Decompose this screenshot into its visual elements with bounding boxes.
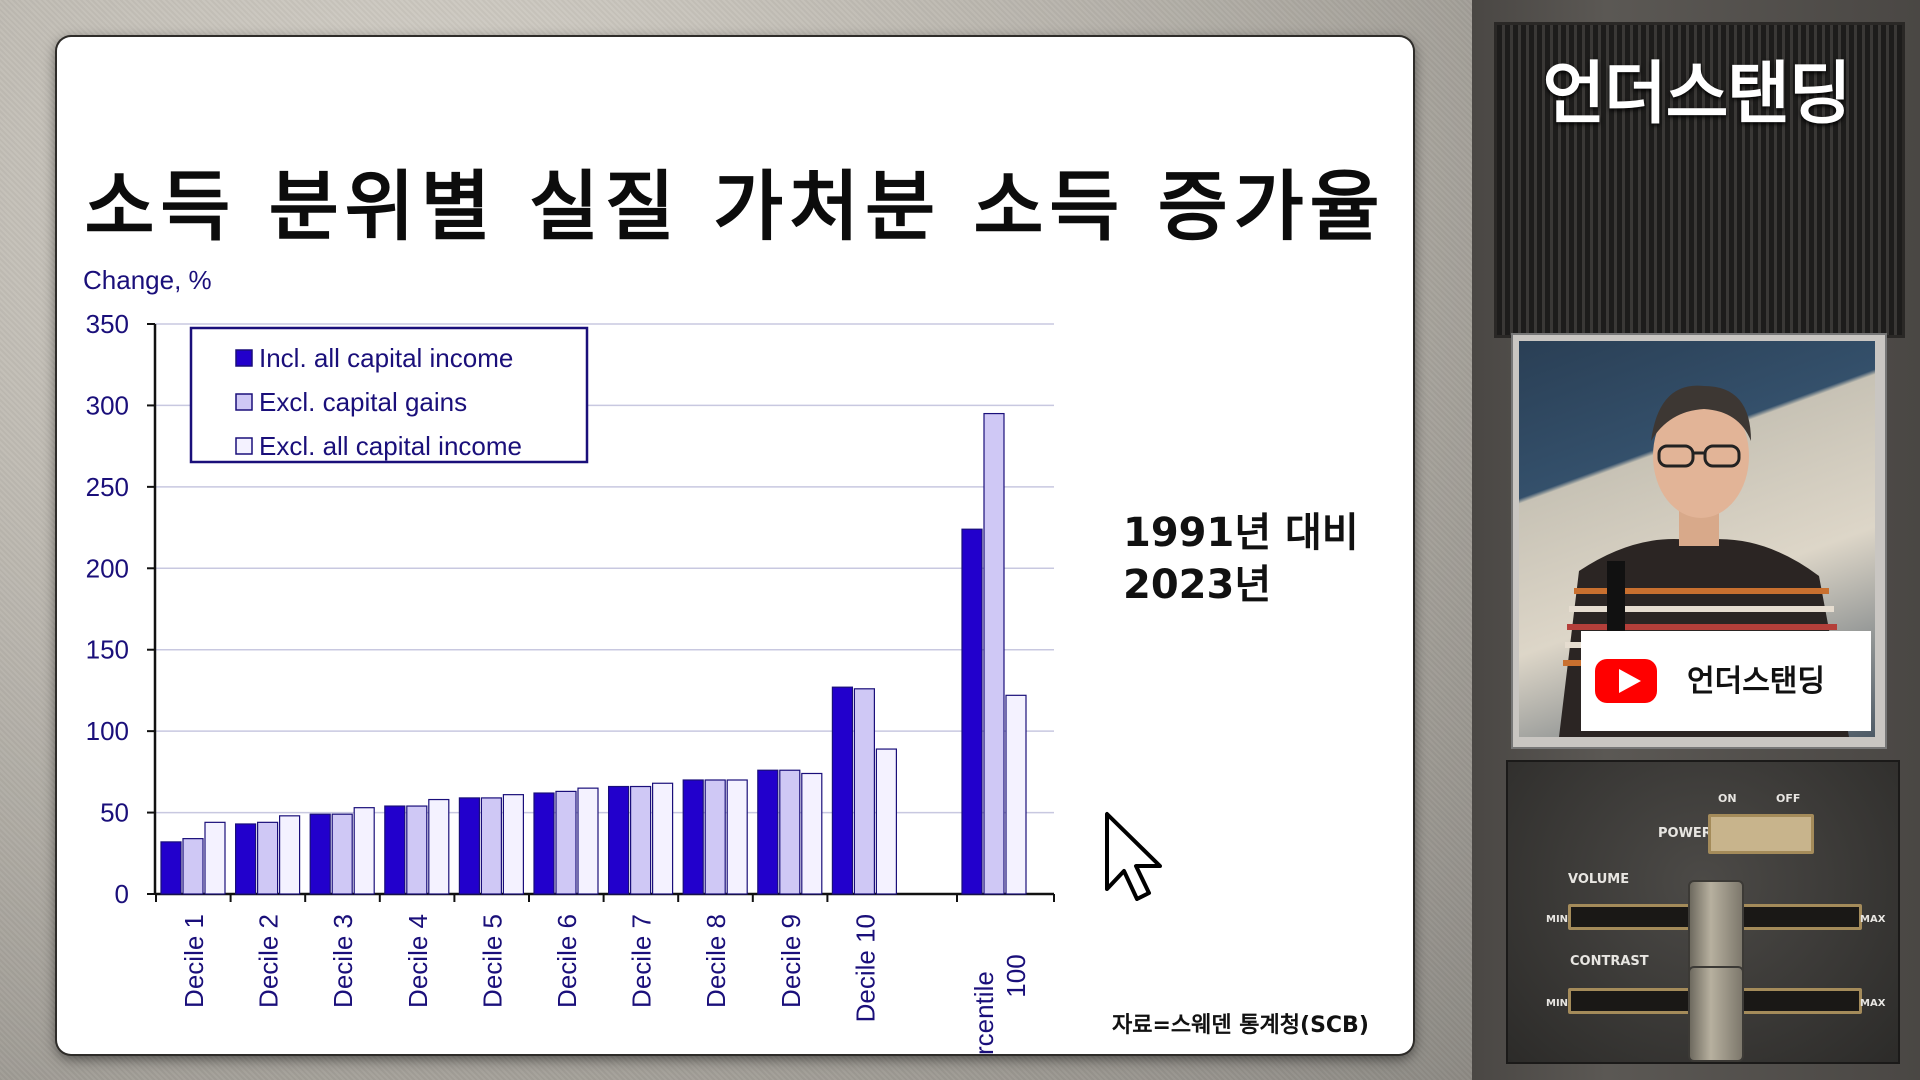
y-tick-label: 0 — [115, 879, 129, 909]
x-tick-label: Decile 5 — [477, 914, 507, 1008]
mouse-pointer-icon — [1105, 812, 1162, 901]
bar-2 — [704, 779, 726, 895]
bar-3 — [651, 782, 674, 895]
y-tick-label: 200 — [86, 553, 129, 583]
legend-label: Incl. all capital income — [259, 343, 513, 373]
source-caption: 자료=스웨덴 통계청(SCB) — [1112, 1013, 1369, 1038]
bar-1 — [961, 528, 983, 895]
bar-3 — [577, 787, 599, 895]
volume-max-label: MAX — [1860, 914, 1886, 925]
period-note-line-2: 2023년 — [1123, 562, 1272, 608]
bar-chart: 0 50 100 150 200 250 300 350 Change, % Decile 1 De… — [83, 265, 1055, 1054]
volume-label: VOLUME — [1568, 872, 1630, 887]
bar-1 — [682, 779, 704, 895]
bar-3 — [353, 807, 375, 895]
bar-3 — [875, 748, 898, 895]
bar-1 — [607, 785, 630, 895]
y-tick-label: 350 — [86, 309, 129, 339]
bar-1 — [384, 805, 406, 895]
x-tick-label: 100 — [1001, 954, 1031, 997]
legend-box — [189, 326, 589, 464]
period-note: 1991년 대비 2023년 — [1123, 507, 1359, 611]
volume-knob[interactable] — [1688, 880, 1744, 976]
bar-2 — [779, 769, 801, 895]
bar-1 — [160, 841, 182, 895]
channel-name: 언더스탠딩 — [1542, 55, 1852, 134]
legend-label: Excl. capital gains — [259, 387, 467, 417]
x-tick-label: Decile 9 — [776, 914, 806, 1008]
period-note-line-1: 1991년 대비 — [1123, 510, 1359, 556]
x-tick-label: Decile 8 — [701, 914, 731, 1008]
legend-swatch — [235, 437, 253, 455]
y-tick-label: 250 — [86, 472, 129, 502]
volume-min-label: MIN — [1546, 914, 1569, 925]
bar-2 — [555, 790, 577, 895]
bar-3 — [801, 772, 823, 895]
bar-2 — [629, 785, 652, 895]
bar-2 — [182, 838, 204, 895]
bar-2 — [983, 412, 1005, 895]
cam-badge-text: 언더스탠딩 — [1687, 664, 1825, 699]
x-tick-label: Decile 2 — [254, 914, 284, 1008]
y-tick-label: 100 — [86, 716, 129, 746]
bar-1 — [533, 792, 555, 895]
x-tick-label: Decile 7 — [627, 914, 657, 1008]
bar-2 — [406, 805, 428, 895]
speaker-grill — [1494, 22, 1905, 338]
contrast-label: CONTRAST — [1570, 954, 1649, 969]
bar-2 — [257, 821, 279, 895]
bar-3 — [1005, 694, 1027, 895]
bar-3 — [204, 821, 226, 895]
y-tick-label: 300 — [86, 390, 129, 420]
x-tick-label: Decile 6 — [552, 914, 582, 1008]
bar-2 — [853, 688, 876, 895]
bar-3 — [726, 779, 748, 895]
slide-title: 소득 분위별 실질 가처분 소득 증가율 — [84, 162, 1386, 251]
bar-2 — [480, 797, 502, 895]
legend-swatch — [235, 349, 253, 367]
bar-1 — [235, 823, 257, 895]
bar-1 — [757, 769, 779, 895]
presenter-image: 언더스탠딩 — [1559, 385, 1871, 737]
webcam-feed: 언더스탠딩 — [1519, 341, 1875, 737]
legend-label: Excl. all capital income — [259, 431, 522, 461]
power-label: POWER — [1658, 826, 1712, 841]
tv-control-panel: ON OFF POWER VOLUME MIN MAX CONTRAST MIN… — [1506, 760, 1900, 1064]
bar-2 — [331, 813, 353, 895]
legend-swatch — [235, 393, 253, 411]
contrast-min-label: MIN — [1546, 998, 1569, 1009]
x-tick-label: Decile 4 — [403, 914, 433, 1008]
contrast-knob[interactable] — [1688, 966, 1744, 1062]
x-tick-label: Decile 10 — [850, 914, 880, 1022]
off-label: OFF — [1776, 792, 1801, 805]
y-tick-label: 50 — [100, 798, 129, 828]
presentation-slide: 소득 분위별 실질 가처분 소득 증가율 0 50 100 150 200 250 300 3… — [57, 37, 1413, 1054]
power-switch[interactable] — [1708, 814, 1814, 854]
bar-1 — [458, 797, 480, 895]
x-tick-label: Percentile — [969, 971, 999, 1054]
x-tick-label: Decile 3 — [328, 914, 358, 1008]
bar-3 — [428, 798, 450, 895]
y-axis-label: Change, % — [83, 265, 212, 295]
y-tick-label: 150 — [86, 635, 129, 665]
bar-3 — [279, 815, 301, 895]
on-label: ON — [1718, 792, 1737, 805]
x-tick-label: Decile 1 — [179, 914, 209, 1008]
bar-1 — [309, 813, 331, 895]
contrast-max-label: MAX — [1860, 998, 1886, 1009]
bar-3 — [502, 794, 524, 895]
bar-1 — [831, 686, 854, 895]
